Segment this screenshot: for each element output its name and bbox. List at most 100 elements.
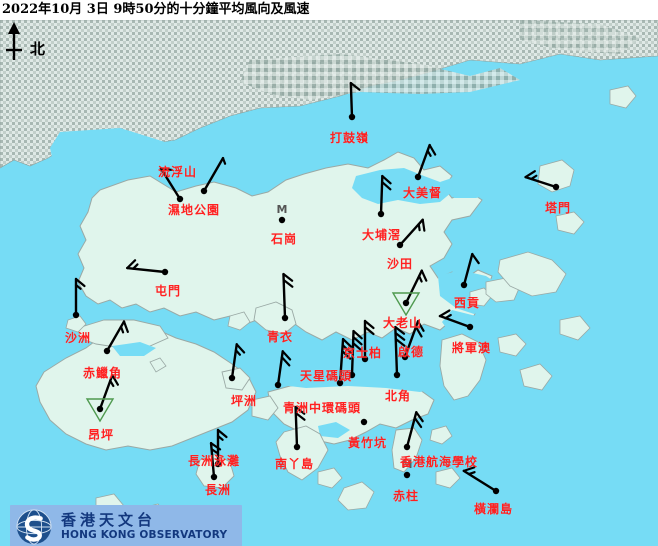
wind-barb-waglan-island <box>462 466 498 493</box>
station-dot-tai-mei-tuk <box>414 173 422 181</box>
station-label-waglan-island: 橫瀾島 <box>474 502 514 516</box>
station-label-kai-tak: 啟德 <box>398 345 425 359</box>
station-dot-north-point <box>393 371 401 379</box>
station-dot-central-pier <box>336 379 344 387</box>
wind-barb-ngong-ping <box>98 373 119 411</box>
station-label-cheung-chau: 長洲 <box>205 483 232 497</box>
wind-barb-cheung-chau <box>209 441 222 479</box>
station-label-tai-po-kau: 大埔滘 <box>362 228 402 242</box>
wind-barb-lamma-island <box>294 405 306 449</box>
station-label-ngong-ping: 昂坪 <box>88 428 115 442</box>
wind-barb-kings-park <box>363 319 375 361</box>
station-label-kings-park: 京士柏 <box>343 346 383 360</box>
wind-barb-tsing-yi <box>282 272 294 320</box>
station-label-stanley: 赤柱 <box>393 489 420 503</box>
station-label-tseung-kwan-o: 將軍澳 <box>452 341 492 355</box>
outer-island-e2 <box>519 363 553 391</box>
station-dot-shek-kong <box>278 216 286 224</box>
po-toi-2 <box>317 467 343 489</box>
hko-logo-chinese: 香港天文台 <box>61 511 157 530</box>
station-dot-stanley <box>403 471 411 479</box>
wind-barbs-layer <box>74 81 558 493</box>
tolo-channel <box>440 166 556 198</box>
station-dot-hk-sea-school <box>403 443 411 451</box>
station-label-star-ferry: 天星碼頭 <box>300 369 353 383</box>
high-island <box>497 251 567 297</box>
peng-chau-island <box>221 367 251 391</box>
station-label-lau-fau-shan: 流浮山 <box>158 165 198 179</box>
station-dot-tsing-yi <box>281 314 289 322</box>
station-dot-ngong-ping <box>96 405 104 413</box>
wind-barb-tap-mun <box>524 170 558 189</box>
station-dot-tai-po-kau <box>377 210 385 218</box>
aberdeen-channel <box>318 422 350 438</box>
wind-barb-green-island <box>276 350 292 387</box>
outer-island-e3 <box>559 315 591 341</box>
page-title: 2022年10月 3日 9時50分的十分鐘平均風向及風速 <box>0 0 658 20</box>
small-island-a <box>149 357 167 373</box>
station-label-sha-tin: 沙田 <box>387 257 414 271</box>
station-dot-wong-chuk-hang <box>360 418 368 426</box>
wind-barb-hk-sea-school <box>405 411 424 449</box>
wind-barb-sha-chau <box>74 277 86 317</box>
po-toi <box>337 481 375 511</box>
station-dot-sha-tin <box>396 241 404 249</box>
waglan-island-shape <box>435 467 461 489</box>
hko-emblem-icon <box>16 509 52 545</box>
station-label-cheung-chau-beach: 長洲泳灘 <box>188 454 241 468</box>
station-m-marker-stanley: M <box>402 458 413 471</box>
station-label-tuen-mun: 屯門 <box>155 284 182 298</box>
station-dot-peng-chau <box>228 374 236 382</box>
ma-wan <box>227 311 251 331</box>
mainland-terrain-dark2 <box>520 20 640 54</box>
station-triangle-tate-s-cairn <box>391 292 421 317</box>
station-label-sai-kung: 西貢 <box>454 296 481 310</box>
wind-barb-sai-kung <box>462 252 480 287</box>
station-dot-tuen-mun <box>161 268 169 276</box>
wind-barb-tai-mei-tuk <box>416 143 437 179</box>
station-dot-lau-fau-shan <box>176 195 184 203</box>
ping-chau <box>609 85 637 109</box>
wind-barb-sha-tin <box>398 218 426 247</box>
wind-barb-star-ferry <box>350 329 363 377</box>
station-label-wetland-park: 濕地公園 <box>168 203 221 217</box>
wind-barb-tuen-mun <box>126 259 167 274</box>
wind-barb-ta-kwu-ling <box>349 81 361 119</box>
north-arrow-label: 北 <box>30 40 46 58</box>
station-label-chek-lap-kok: 赤鱲角 <box>83 366 123 380</box>
station-label-north-point: 北角 <box>385 389 412 403</box>
station-label-shek-kong: 石崗 <box>271 232 298 246</box>
station-dot-green-island <box>274 381 282 389</box>
pak-sha-chau <box>555 211 585 235</box>
tung-lung-chau <box>429 425 453 445</box>
station-triangle-ngong-ping <box>85 398 115 423</box>
wind-barb-tai-po-kau <box>379 174 392 216</box>
station-dot-cheung-chau-beach <box>214 460 222 468</box>
station-label-tap-mun: 塔門 <box>545 201 572 215</box>
station-dot-tate-s-cairn <box>402 299 410 307</box>
outer-island-e1 <box>497 333 527 357</box>
lamma-island <box>275 425 329 481</box>
station-dot-kings-park <box>361 355 369 363</box>
station-label-tate-s-cairn: 大老山 <box>383 316 423 330</box>
mainland-terrain-dark <box>240 54 520 100</box>
wind-barb-kai-tak <box>403 320 425 359</box>
station-label-sha-chau: 沙洲 <box>65 331 92 345</box>
station-label-green-island: 青洲 <box>283 401 310 415</box>
clear-water-bay-pen <box>439 333 487 401</box>
wind-barb-north-point <box>394 325 406 377</box>
station-dot-tap-mun <box>552 183 560 191</box>
wind-barb-lau-fau-shan <box>159 167 182 201</box>
hko-logo: 香港天文台 HONG KONG OBSERVATORY <box>10 505 242 546</box>
chek-lap-kok-airport <box>77 319 169 349</box>
station-dot-wetland-park <box>200 187 208 195</box>
station-dot-lamma-island <box>293 443 301 451</box>
station-dot-waglan-island <box>492 487 500 495</box>
station-dot-ta-kwu-ling <box>348 113 356 121</box>
station-label-hk-sea-school: 香港航海學校 <box>400 455 479 469</box>
station-dot-star-ferry <box>348 371 356 379</box>
station-dot-tseung-kwan-o <box>466 323 474 331</box>
deep-bay-water <box>50 128 210 188</box>
